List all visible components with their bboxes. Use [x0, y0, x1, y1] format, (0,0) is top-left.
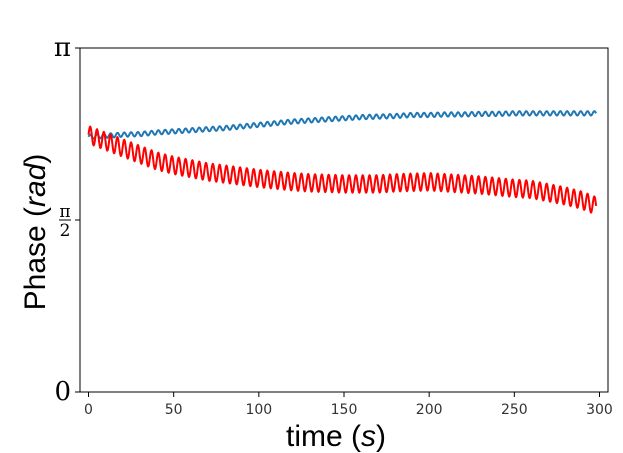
x-axis-label: time (s)	[286, 420, 386, 453]
x-tick-label: 0	[84, 402, 93, 418]
y-tick-label-numerator: π	[59, 202, 70, 222]
x-tick-label: 50	[165, 402, 183, 418]
x-axis-label-unit: s	[361, 420, 376, 453]
y-axis-label-suffix: )	[19, 154, 52, 164]
x-tick-label: 150	[331, 402, 358, 418]
x-tick-label: 200	[416, 402, 443, 418]
y-axis-label-unit: rad	[19, 162, 52, 207]
x-tick-label: 100	[245, 402, 272, 418]
x-axis-ticks: 0 50 100 150 200 250 300	[84, 392, 613, 418]
y-tick-label: π	[54, 33, 71, 63]
y-axis-label-prefix: Phase (	[19, 207, 52, 310]
y-tick-label-denominator: 2	[60, 221, 71, 241]
series-layer	[87, 110, 598, 214]
y-tick-label: π2	[59, 202, 71, 241]
x-tick-label: 300	[586, 402, 613, 418]
y-axis-label: Phase (rad)	[19, 154, 52, 311]
x-axis-label-suffix: )	[376, 420, 386, 453]
x-tick-label: 250	[501, 402, 528, 418]
y-tick-label: 0	[54, 377, 71, 407]
plot-frame	[79, 47, 609, 393]
series-line-2	[87, 125, 598, 214]
series-line-1	[87, 110, 597, 140]
x-axis-label-prefix: time (	[286, 420, 361, 453]
